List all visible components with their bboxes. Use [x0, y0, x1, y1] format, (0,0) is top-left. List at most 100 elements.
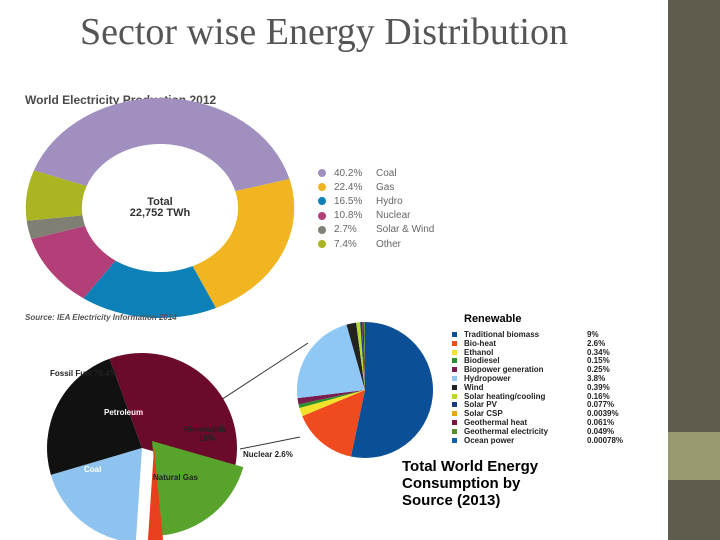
renewable-slice-solar-csp: [362, 322, 365, 390]
legend-percent: 22.4%: [334, 181, 363, 193]
electricity-slice-hydro: [83, 260, 216, 318]
legend-label: Coal: [376, 167, 397, 179]
renewable-source-name: Geothermal electricity: [464, 426, 549, 436]
renewable-row-wind: Wind 0.39%: [452, 383, 610, 392]
renewable-swatch: [452, 393, 457, 399]
legend-label: Other: [376, 238, 402, 250]
renewable-row-bio-heat: Bio-heat 2.6%: [452, 339, 605, 348]
renewable-swatch: [452, 437, 457, 443]
renewable-value-label: 19%: [199, 434, 216, 443]
legend-percent: 10.8%: [334, 210, 363, 222]
legend-label: Hydro: [376, 195, 403, 207]
renewable-row-ethanol: Ethanol 0.34%: [452, 348, 610, 357]
petroleum-label: Petroleum: [104, 408, 144, 417]
renewable-slice-geothermal-heat: [362, 322, 365, 390]
renewable-row-solar-pv: Solar PV 0.077%: [452, 400, 614, 409]
consumption-slice-nuclear-2-6: [147, 448, 164, 540]
renewable-slice-wind: [346, 322, 365, 390]
legend-row-hydro: 16.5% Hydro: [318, 194, 403, 208]
legend-swatch: [318, 240, 326, 248]
renewable-row-biopower-generation: Biopower generation 0.25%: [452, 365, 610, 374]
renewable-slice-solar-pv: [360, 322, 365, 390]
renewable-source-name: Ocean power: [464, 435, 515, 445]
renewable-source-name: Wind: [464, 382, 484, 392]
renewable-row-solar-heating-cooling: Solar heating/cooling 0.16%: [452, 392, 610, 401]
consumption-title-line-1: Total World Energy: [402, 458, 539, 475]
renewable-source-percent: 0.00078%: [587, 435, 624, 445]
renewable-row-hydropower: Hydropower 3.8%: [452, 374, 605, 383]
renewable-source-percent: 0.39%: [587, 382, 610, 392]
renewable-source-percent: 0.25%: [587, 365, 610, 375]
renewable-source-name: Traditional biomass: [464, 330, 540, 339]
right-accent-block: [668, 432, 720, 480]
renewable-source-percent: 0.34%: [587, 347, 610, 357]
renewable-slice-traditional-biomass: [350, 322, 434, 458]
consumption-title-line-3: Source (2013): [402, 492, 501, 509]
renewable-slice-biodiesel: [298, 390, 365, 409]
renewable-source-percent: 0.049%: [587, 426, 615, 436]
renewable-swatch: [452, 428, 457, 434]
legend-row-nuclear: 10.8% Nuclear: [318, 209, 410, 223]
renewable-swatch: [452, 340, 457, 346]
legend-label: Nuclear: [376, 210, 411, 222]
renewable-source-percent: 9%: [587, 330, 599, 339]
electricity-slice-gas: [192, 179, 295, 308]
consumption-slice-coal: [46, 358, 143, 475]
renewable-title: Renewable: [464, 313, 522, 325]
renewable-source-name: Biopower generation: [464, 365, 544, 375]
legend-row-solar-wind: 2.7% Solar & Wind: [318, 223, 434, 237]
donut-center-value: 22,752 TWh: [129, 207, 191, 219]
legend-swatch: [318, 197, 326, 206]
consumption-slice-renewable: [152, 441, 244, 536]
nuclear-label: Nuclear 2.6%: [243, 450, 293, 459]
legend-row-gas: 22.4% Gas: [318, 180, 394, 194]
renewable-swatch: [452, 358, 457, 364]
renewable-row-ocean-power: Ocean power 0.00078%: [452, 436, 623, 445]
donut-center-label: Total: [147, 196, 173, 208]
consumption-slice-petroleum: [109, 352, 237, 475]
source-note: Source: IEA Electricity Information 2014: [25, 313, 177, 322]
legend-swatch: [318, 169, 326, 177]
renewable-source-percent: 0.15%: [587, 356, 610, 366]
renewable-source-name: Solar PV: [464, 400, 497, 410]
legend-row-coal: 40.2% Coal: [318, 166, 397, 180]
renewable-label: Renewable: [184, 425, 226, 434]
renewable-source-name: Solar CSP: [464, 409, 503, 419]
legend-label: Gas: [376, 181, 395, 193]
renewable-row-geothermal-heat: Geothermal heat 0.061%: [452, 418, 614, 427]
electricity-slice-nuclear: [31, 226, 116, 299]
legend-percent: 16.5%: [334, 195, 363, 207]
legend-percent: 40.2%: [334, 167, 363, 179]
electricity-slice-coal: [33, 97, 290, 192]
slide-title: Sector wise Energy Distribution: [80, 11, 568, 53]
renewable-swatch: [452, 349, 457, 355]
legend-percent: 2.7%: [334, 224, 357, 236]
renewable-swatch: [452, 332, 457, 337]
renewable-source-name: Hydropower: [464, 374, 511, 383]
natural-gas-label: Natural Gas: [153, 473, 198, 482]
renewable-source-percent: 3.8%: [587, 374, 606, 383]
renewable-panel: [446, 306, 649, 523]
renewable-slice-geothermal-electricity: [363, 322, 365, 390]
electricity-slice-solar-wind: [26, 215, 86, 239]
renewable-source-percent: 0.0039%: [587, 409, 619, 419]
renewable-row-geothermal-electricity: Geothermal electricity 0.049%: [452, 427, 614, 436]
renewable-slice-hydropower: [297, 324, 365, 399]
renewable-swatch: [452, 411, 457, 417]
renewable-swatch: [452, 376, 457, 381]
renewable-source-percent: 2.6%: [587, 338, 606, 348]
renewable-swatch: [452, 384, 457, 390]
renewable-source-percent: 0.077%: [587, 400, 615, 410]
renewable-source-name: Geothermal heat: [464, 418, 528, 427]
legend-percent: 7.4%: [334, 238, 357, 250]
renewable-source-name: Solar heating/cooling: [464, 391, 546, 401]
renewable-row-traditional-biomass: Traditional biomass 9%: [452, 330, 599, 339]
legend-row-other: 7.4% Other: [318, 237, 401, 251]
renewable-source-percent: 0.16%: [587, 391, 610, 401]
renewable-source-name: Biodiesel: [464, 356, 500, 366]
renewable-slice-ethanol: [299, 390, 365, 417]
renewable-source-name: Bio-heat: [464, 338, 496, 348]
legend-swatch: [318, 225, 326, 234]
electricity-slice-other: [25, 170, 87, 221]
